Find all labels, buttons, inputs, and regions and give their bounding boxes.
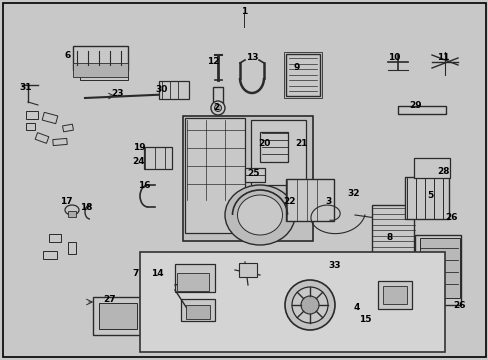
- Text: 9: 9: [293, 63, 300, 72]
- Text: 2: 2: [212, 104, 219, 112]
- Text: 15: 15: [358, 315, 370, 324]
- Text: 21: 21: [295, 139, 307, 148]
- Bar: [93, 297, 142, 335]
- Bar: [143, 147, 172, 169]
- Bar: [285, 179, 333, 221]
- Text: 27: 27: [103, 296, 116, 305]
- Text: 13: 13: [245, 54, 258, 63]
- Bar: [181, 299, 215, 321]
- Bar: [68, 242, 76, 254]
- Bar: [72, 46, 127, 70]
- Text: 11: 11: [436, 54, 448, 63]
- Text: 19: 19: [132, 144, 145, 153]
- Text: 10: 10: [387, 54, 399, 63]
- Text: 26: 26: [444, 213, 456, 222]
- Text: 14: 14: [150, 270, 163, 279]
- Bar: [26, 111, 38, 119]
- Text: 20: 20: [257, 139, 270, 148]
- Text: 28: 28: [436, 167, 448, 176]
- Bar: [68, 211, 76, 217]
- Bar: [49, 234, 61, 242]
- Text: 29: 29: [409, 100, 422, 109]
- Text: 7: 7: [133, 270, 139, 279]
- Ellipse shape: [210, 101, 224, 115]
- Ellipse shape: [224, 185, 294, 245]
- Bar: [284, 52, 321, 98]
- Polygon shape: [42, 112, 58, 124]
- Text: 33: 33: [328, 261, 341, 270]
- Text: 5: 5: [426, 190, 432, 199]
- Bar: [159, 81, 189, 99]
- Text: 23: 23: [112, 90, 124, 99]
- Text: 1: 1: [241, 8, 246, 17]
- Text: 22: 22: [283, 198, 296, 207]
- Ellipse shape: [237, 195, 282, 235]
- Bar: [140, 252, 444, 352]
- Bar: [414, 235, 460, 305]
- Bar: [361, 317, 373, 327]
- Text: 24: 24: [132, 158, 145, 166]
- Text: 12: 12: [206, 58, 219, 67]
- Polygon shape: [53, 138, 67, 145]
- Polygon shape: [35, 132, 49, 143]
- Bar: [175, 264, 215, 292]
- Bar: [404, 177, 448, 219]
- Text: 31: 31: [20, 84, 32, 93]
- Text: 17: 17: [60, 198, 72, 207]
- Text: 16: 16: [138, 181, 150, 190]
- Text: 30: 30: [156, 85, 168, 94]
- Bar: [285, 54, 319, 96]
- Text: 8: 8: [386, 233, 392, 242]
- Bar: [308, 261, 340, 275]
- Text: 3: 3: [324, 198, 330, 207]
- Bar: [377, 281, 411, 309]
- Bar: [350, 305, 368, 319]
- Bar: [99, 303, 137, 329]
- Bar: [413, 158, 449, 178]
- Bar: [260, 132, 287, 162]
- Bar: [371, 204, 413, 260]
- Ellipse shape: [301, 296, 318, 314]
- Ellipse shape: [291, 287, 327, 323]
- Bar: [213, 87, 223, 103]
- Bar: [80, 70, 128, 80]
- Text: 6: 6: [65, 50, 71, 59]
- Text: 25: 25: [246, 170, 259, 179]
- Bar: [72, 63, 127, 77]
- Ellipse shape: [285, 280, 334, 330]
- Text: 32: 32: [347, 189, 360, 198]
- Bar: [184, 117, 244, 233]
- Bar: [250, 120, 305, 184]
- Text: 4: 4: [353, 303, 360, 312]
- Bar: [397, 106, 445, 114]
- Bar: [25, 122, 35, 130]
- Bar: [183, 116, 312, 240]
- Text: 18: 18: [80, 203, 92, 212]
- Bar: [177, 273, 208, 291]
- Ellipse shape: [214, 104, 221, 112]
- Bar: [185, 305, 209, 319]
- Bar: [244, 168, 264, 182]
- Bar: [239, 263, 257, 277]
- Bar: [43, 251, 57, 259]
- Text: 26: 26: [453, 301, 465, 310]
- Bar: [382, 286, 406, 304]
- Bar: [419, 238, 459, 298]
- Ellipse shape: [65, 205, 79, 215]
- Polygon shape: [62, 124, 73, 132]
